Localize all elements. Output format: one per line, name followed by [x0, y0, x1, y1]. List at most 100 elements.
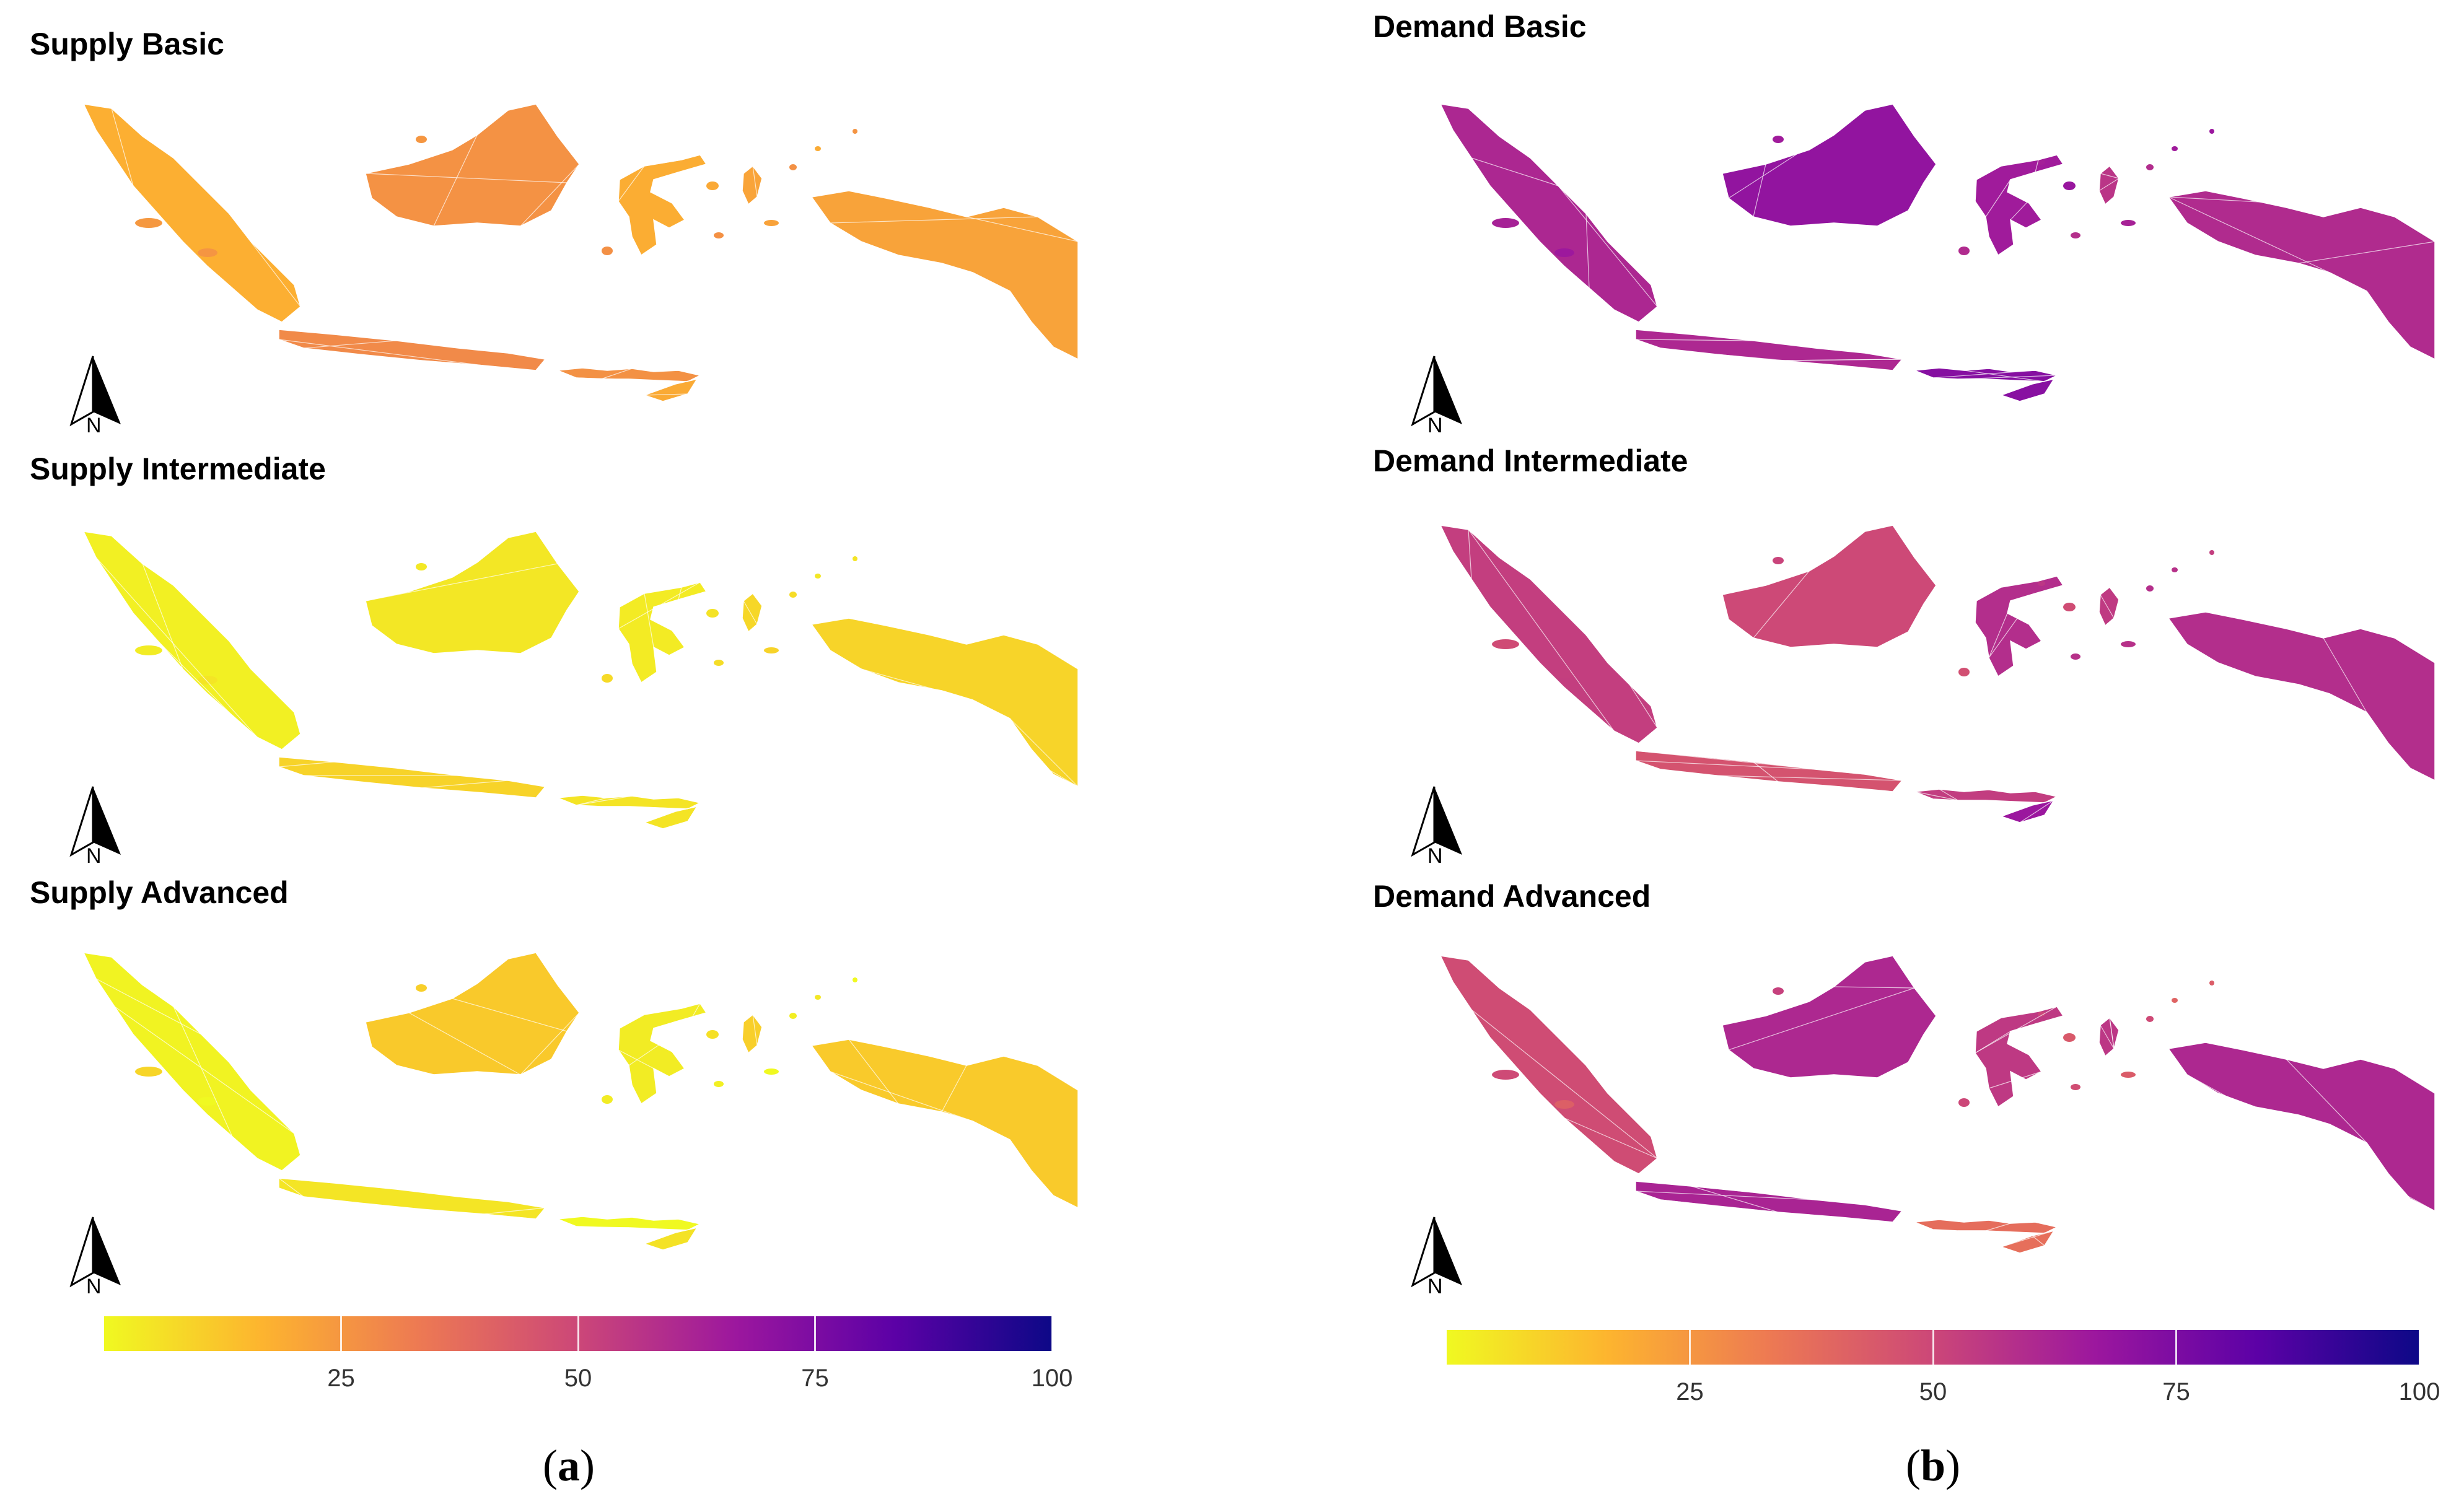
- island-maluku: [2098, 165, 2120, 206]
- small-island: [1958, 668, 1970, 676]
- region-border: [1471, 157, 1559, 186]
- region-border: [1691, 1186, 1754, 1193]
- region-border: [1629, 684, 1658, 728]
- small-island: [1773, 136, 1784, 143]
- region-border: [830, 216, 1038, 224]
- region-border: [1753, 761, 1779, 782]
- north-label: N: [1427, 844, 1443, 864]
- small-island: [2121, 641, 2136, 647]
- region-border: [748, 196, 758, 205]
- small-island: [681, 587, 688, 592]
- island-papua: [810, 618, 1079, 788]
- island-sumatra: [1439, 103, 1658, 323]
- colorbar-tick: [1689, 1330, 1691, 1365]
- island-papua: [810, 1039, 1079, 1209]
- region-border: [421, 780, 509, 789]
- small-island: [602, 674, 613, 683]
- small-island: [602, 1095, 613, 1104]
- small-island: [1554, 670, 1574, 678]
- region-border: [551, 591, 580, 639]
- supply-intermediate-map: [82, 531, 1079, 829]
- small-island: [2172, 998, 2178, 1003]
- region-border: [752, 165, 758, 198]
- region-border: [644, 1232, 676, 1244]
- small-island: [706, 1030, 719, 1039]
- colorbar-tick-label: 75: [2162, 1378, 2190, 1405]
- small-island: [416, 563, 427, 570]
- colorbar-b: 25 50 75 100: [1447, 1330, 2440, 1405]
- region-border: [520, 164, 580, 227]
- region-border: [898, 682, 1079, 787]
- region-border: [1914, 791, 1958, 801]
- region-border: [111, 108, 134, 186]
- region-border: [278, 1178, 304, 1197]
- region-border: [1716, 354, 1841, 366]
- colorbar-tick: [1051, 1316, 1053, 1351]
- island-java: [1635, 750, 1903, 792]
- north-arrow-icon: N: [59, 784, 127, 868]
- region-border: [2286, 1059, 2367, 1143]
- island-maluku: [2098, 1016, 2120, 1057]
- colorbar-tick-label: 100: [1031, 1365, 1073, 1392]
- region-border: [1975, 1006, 2058, 1054]
- region-border: [675, 806, 698, 812]
- island-papua: [2167, 1042, 2436, 1212]
- small-island: [1492, 639, 1519, 649]
- island-papua: [2167, 611, 2436, 782]
- demand-basic-map: [1439, 103, 2436, 402]
- region-border: [95, 557, 258, 738]
- region-border: [848, 1039, 899, 1104]
- region-border: [743, 1014, 753, 1023]
- small-island: [2209, 550, 2214, 555]
- island-nusa-tenggara: [1914, 367, 2059, 382]
- region-border: [1985, 1223, 2011, 1231]
- small-island: [2038, 1012, 2045, 1016]
- small-island: [764, 647, 779, 653]
- supply-advanced-map: [82, 952, 1079, 1251]
- demand-advanced-map: [1439, 955, 2436, 1254]
- region-border: [1660, 1199, 1779, 1213]
- small-island: [135, 645, 162, 655]
- region-border: [618, 165, 645, 202]
- small-island: [681, 160, 688, 165]
- region-border: [1908, 603, 1924, 632]
- region-border: [1635, 760, 1816, 770]
- island-kalimantan: [365, 531, 580, 654]
- region-border: [1585, 634, 1630, 685]
- island-kalimantan: [1722, 525, 1937, 648]
- small-island: [815, 574, 821, 579]
- small-island: [602, 247, 613, 255]
- island-sumatra: [1439, 955, 1658, 1174]
- small-island: [198, 676, 217, 684]
- small-island: [714, 660, 724, 666]
- region-border: [1564, 1117, 1658, 1159]
- region-border: [250, 241, 273, 264]
- small-island: [1958, 1098, 1970, 1107]
- colorbar-a: 25 50 75 100: [104, 1316, 1072, 1392]
- region-border: [675, 1227, 698, 1233]
- small-island: [2038, 160, 2045, 165]
- small-island: [789, 1013, 797, 1019]
- region-border: [1691, 1186, 1779, 1213]
- region-border: [830, 1071, 973, 1122]
- north-arrow-icon: N: [1400, 784, 1468, 868]
- region-border: [2186, 1074, 2436, 1212]
- small-island: [2063, 1033, 2076, 1042]
- small-island: [2146, 164, 2154, 170]
- region-border: [576, 795, 633, 806]
- region-border: [1765, 556, 1835, 586]
- small-island: [815, 995, 821, 1000]
- island-java: [1635, 329, 1903, 371]
- island-timor: [1999, 799, 2055, 823]
- region-border: [396, 767, 509, 781]
- region-border: [1489, 1037, 1515, 1066]
- region-border: [628, 806, 688, 810]
- region-border: [95, 978, 202, 1035]
- north-arrow-icon: N: [1400, 353, 1468, 437]
- island-java: [278, 329, 546, 371]
- island-kalimantan: [365, 952, 580, 1075]
- region-border: [483, 1213, 537, 1220]
- region-border: [520, 1012, 580, 1075]
- region-border: [535, 359, 546, 371]
- small-island: [764, 1068, 779, 1075]
